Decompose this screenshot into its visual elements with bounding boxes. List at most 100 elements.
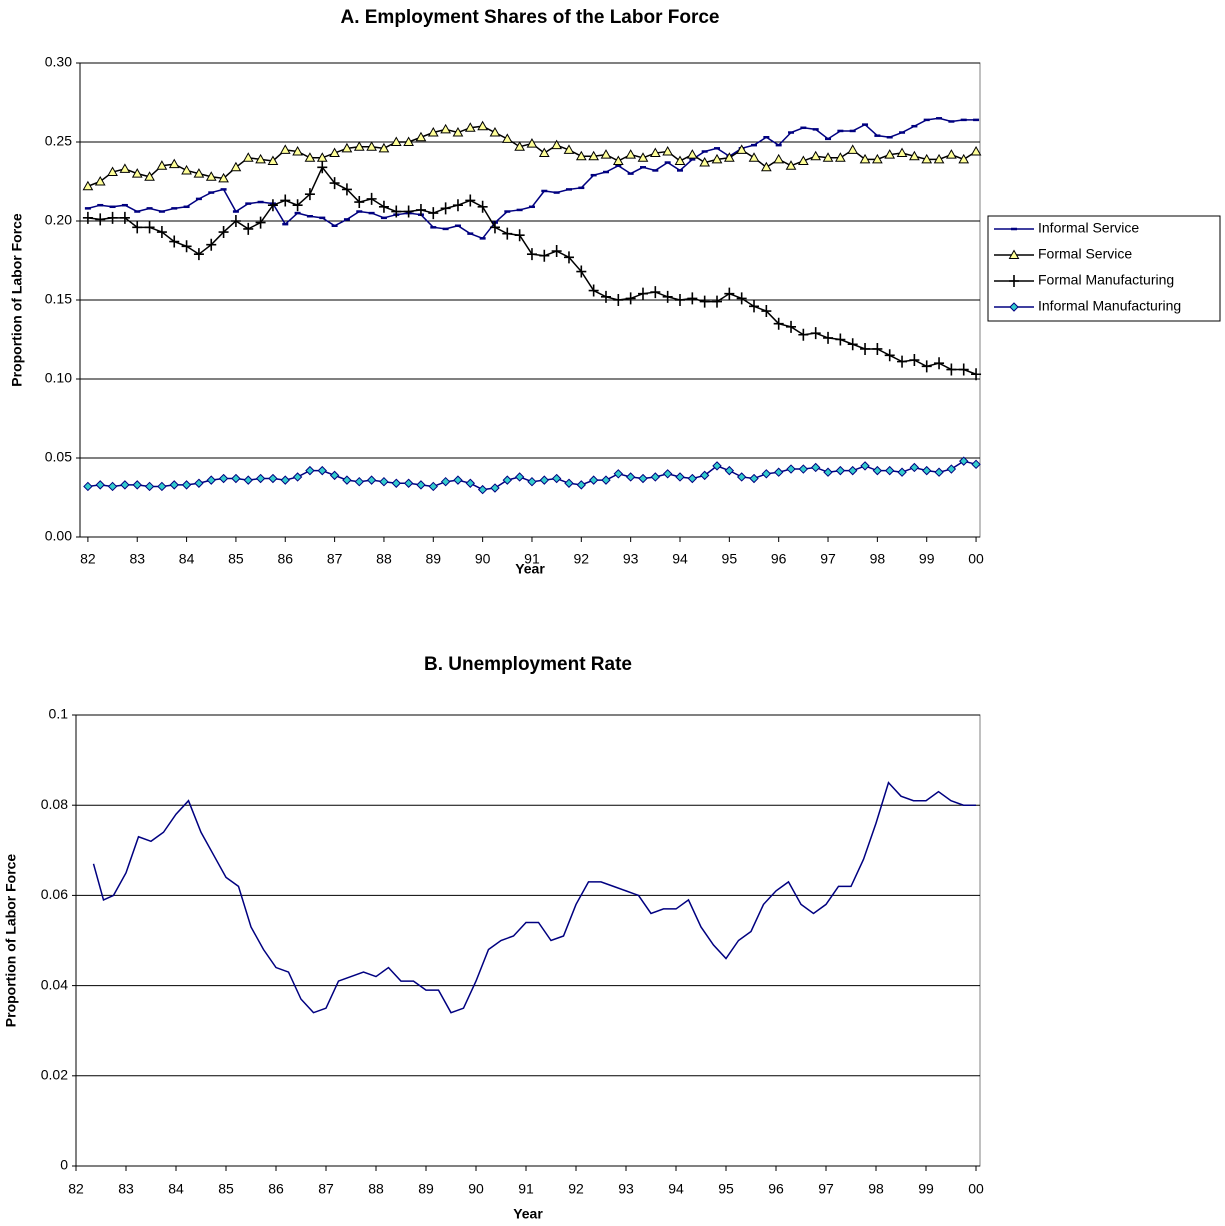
marker [489, 127, 501, 137]
marker [132, 480, 142, 490]
marker [366, 475, 377, 485]
marker [687, 473, 698, 484]
x-tick-label: 91 [524, 551, 540, 567]
marker [601, 475, 611, 485]
marker [835, 465, 846, 476]
marker [292, 472, 303, 482]
marker [675, 472, 685, 482]
marker [686, 149, 698, 159]
series-line [92, 781, 976, 1014]
marker [526, 138, 538, 148]
marker [662, 469, 673, 479]
marker [366, 141, 377, 151]
marker [341, 183, 352, 196]
marker [169, 235, 180, 248]
x-tick-label: 00 [968, 551, 984, 567]
marker [317, 161, 328, 174]
marker [304, 188, 315, 201]
marker [415, 131, 427, 142]
marker [588, 475, 599, 485]
marker [156, 226, 167, 239]
y-axis-title: Proportion of Labor Force [3, 854, 19, 1028]
marker [687, 292, 698, 305]
marker [810, 462, 821, 473]
marker [539, 249, 550, 262]
marker [181, 164, 192, 175]
marker [810, 150, 822, 161]
marker [588, 284, 599, 297]
marker [403, 205, 414, 218]
marker [194, 478, 204, 488]
marker [193, 248, 204, 261]
marker [354, 476, 364, 487]
x-tick-label: 94 [672, 551, 688, 567]
y-tick-label: 0.1 [49, 706, 69, 722]
marker [120, 480, 130, 490]
marker [847, 144, 859, 154]
marker [317, 465, 327, 476]
y-tick-label: 0 [60, 1157, 68, 1173]
marker [181, 240, 192, 253]
marker [255, 216, 266, 229]
x-tick-label: 85 [228, 551, 244, 567]
marker [502, 227, 513, 240]
marker [539, 475, 550, 485]
marker [428, 481, 438, 492]
x-tick-label: 93 [623, 551, 639, 567]
marker [637, 287, 648, 300]
marker [859, 153, 871, 164]
marker [884, 465, 895, 476]
marker [810, 327, 821, 340]
marker [872, 465, 883, 476]
marker [94, 175, 106, 186]
marker [922, 465, 932, 476]
marker [416, 480, 426, 490]
marker [342, 475, 352, 485]
marker [835, 333, 846, 346]
marker [427, 127, 439, 137]
marker [860, 461, 870, 471]
marker [391, 205, 402, 218]
marker [440, 123, 451, 134]
marker [835, 152, 846, 162]
legend-marker [1008, 249, 1020, 259]
x-tick-label: 89 [418, 1181, 434, 1197]
marker [699, 295, 710, 308]
marker [144, 481, 155, 492]
marker [662, 290, 673, 303]
marker [958, 153, 970, 164]
marker [625, 292, 636, 305]
y-tick-label: 0.15 [45, 291, 72, 307]
x-tick-label: 96 [768, 1181, 784, 1197]
marker [490, 483, 500, 493]
marker [168, 158, 180, 169]
marker [329, 147, 340, 158]
marker [823, 331, 834, 344]
marker [464, 122, 476, 132]
marker [329, 470, 340, 481]
marker [921, 153, 933, 164]
x-tick-label: 99 [919, 551, 935, 567]
marker [946, 363, 957, 376]
marker [575, 150, 587, 161]
x-tick-label: 92 [568, 1181, 584, 1197]
legend-marker [1009, 302, 1019, 312]
marker [699, 157, 711, 167]
marker [242, 152, 254, 162]
marker [638, 473, 648, 484]
marker [292, 145, 303, 156]
marker [712, 295, 723, 308]
marker [959, 456, 969, 466]
y-tick-label: 0.06 [41, 886, 68, 902]
marker [798, 464, 809, 474]
marker [650, 286, 661, 299]
x-tick-label: 82 [68, 1181, 84, 1197]
marker [946, 464, 957, 474]
marker [970, 145, 982, 156]
y-axis-title: Proportion of Labor Force [9, 213, 25, 387]
x-tick-label: 96 [771, 551, 787, 567]
marker [502, 475, 513, 485]
marker [465, 194, 476, 207]
marker [600, 149, 612, 159]
